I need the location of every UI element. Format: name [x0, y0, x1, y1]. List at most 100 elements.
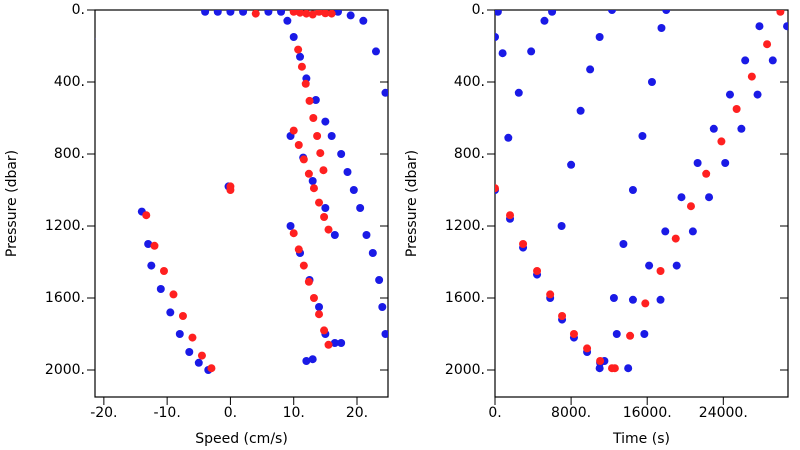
data-point — [610, 364, 619, 373]
data-point — [583, 344, 592, 353]
data-point — [315, 310, 324, 319]
data-point — [311, 96, 320, 104]
data-point — [319, 166, 328, 175]
data-point — [309, 114, 318, 122]
y-axis-title: Pressure (dbar) — [404, 150, 420, 257]
data-point — [166, 308, 175, 317]
data-point — [324, 340, 333, 349]
data-point — [299, 155, 308, 164]
data-point — [725, 90, 734, 99]
plot-area — [95, 10, 388, 374]
data-point — [315, 10, 324, 16]
x-tick-label: 8000. — [551, 405, 591, 421]
data-point — [289, 33, 298, 41]
data-point — [527, 47, 536, 56]
data-point — [283, 16, 292, 25]
data-point — [628, 295, 637, 304]
data-point — [498, 49, 507, 58]
data-point — [558, 312, 567, 320]
data-point — [304, 277, 313, 286]
data-point — [768, 56, 777, 65]
data-point — [495, 33, 499, 41]
data-point — [188, 333, 197, 342]
data-point — [169, 290, 178, 299]
y-tick-label: 0. — [72, 2, 85, 18]
data-point — [207, 364, 216, 373]
data-point — [753, 90, 762, 99]
data-point — [672, 261, 681, 270]
data-point — [586, 65, 595, 74]
x-tick-label: -10. — [153, 405, 180, 421]
data-point — [294, 141, 303, 149]
y-tick-label: 1600. — [45, 290, 85, 306]
y-tick-label: 800. — [454, 146, 485, 162]
data-point — [356, 204, 365, 212]
data-point — [717, 137, 726, 146]
data-point — [309, 294, 318, 302]
data-point — [732, 105, 741, 113]
data-point — [688, 227, 697, 236]
data-point — [289, 229, 298, 238]
data-point — [313, 132, 322, 140]
data-point — [201, 10, 210, 16]
y-tick-label: 400. — [454, 74, 485, 90]
data-point — [609, 294, 618, 302]
data-point — [296, 52, 305, 61]
data-point — [334, 10, 343, 16]
data-point — [763, 40, 772, 49]
data-point — [294, 245, 303, 254]
y-axis-title: Pressure (dbar) — [4, 150, 20, 257]
data-point — [264, 10, 273, 16]
data-point — [709, 124, 718, 133]
data-point — [506, 211, 515, 220]
x-axis-title: Time (s) — [612, 431, 670, 447]
data-point — [296, 10, 305, 17]
data-point — [705, 193, 714, 202]
data-point — [569, 330, 578, 338]
x-tick-label: 16000. — [623, 405, 672, 421]
data-point — [677, 193, 686, 202]
y-tick-label: 0. — [472, 2, 485, 18]
data-point — [495, 184, 499, 193]
data-point — [327, 132, 336, 140]
data-point — [194, 358, 203, 367]
data-point — [304, 169, 313, 178]
data-point — [95, 37, 96, 41]
data-point — [316, 149, 325, 158]
data-point — [302, 357, 311, 365]
data-point — [327, 10, 336, 18]
data-point — [309, 184, 318, 193]
data-point — [755, 22, 764, 31]
data-point — [299, 261, 308, 270]
y-tick-label: 2000. — [45, 362, 85, 378]
data-point — [514, 88, 523, 97]
data-point — [645, 261, 654, 270]
data-point — [595, 33, 604, 41]
x-tick-label: 24000. — [699, 405, 748, 421]
data-point — [546, 290, 555, 299]
data-point — [519, 240, 528, 248]
data-point — [330, 231, 339, 239]
data-point — [185, 348, 194, 356]
data-point — [321, 117, 330, 126]
data-point — [371, 47, 380, 56]
data-point — [147, 261, 156, 270]
data-point — [656, 295, 665, 304]
y-tick-label: 1200. — [445, 218, 485, 234]
data-point — [321, 10, 330, 18]
data-point — [741, 56, 750, 65]
data-point — [251, 10, 260, 18]
data-point — [381, 88, 388, 97]
data-point — [286, 222, 295, 230]
data-point — [277, 10, 286, 16]
data-point — [656, 267, 665, 275]
data-point — [619, 240, 628, 248]
data-point — [612, 330, 621, 338]
data-point — [557, 222, 566, 230]
y-tick-label: 1600. — [445, 290, 485, 306]
data-point — [320, 213, 329, 221]
data-point — [533, 267, 542, 275]
data-point — [540, 16, 549, 25]
data-point — [640, 330, 649, 338]
x-tick-label: 20. — [346, 405, 368, 421]
